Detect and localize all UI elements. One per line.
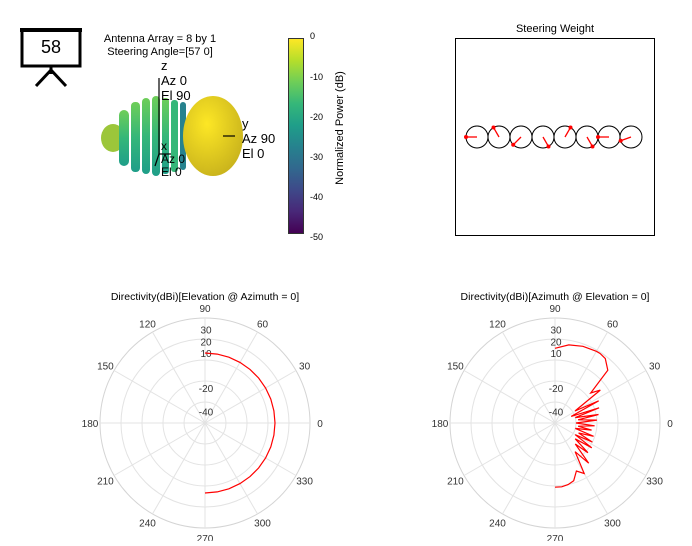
- polar-spoke: [204, 422, 258, 515]
- colorbar-tick: -10: [310, 72, 324, 82]
- polar-elevation-title: Directivity(dBi)[Elevation @ Azimuth = 0…: [110, 291, 300, 303]
- polar-series-line: [204, 352, 276, 494]
- axis-x-el: El 0: [161, 165, 182, 179]
- axis-y-az: Az 90: [242, 131, 276, 146]
- polar-angle-label: 0: [317, 419, 323, 430]
- badge-number: 58: [40, 36, 62, 57]
- axis-x-letter: x: [161, 139, 167, 153]
- polar-angle-label: 210: [97, 477, 114, 488]
- colorbar-label: Normalized Power (dB): [334, 71, 346, 185]
- polar-angle-label: 60: [607, 319, 619, 330]
- axis-y-label: y Az 90 El 0: [242, 116, 275, 161]
- polar-angle-label: 210: [447, 477, 464, 488]
- array-info: Antenna Array = 8 by 1 Steering Angle=[5…: [95, 33, 225, 59]
- pattern-sidelobe: [142, 98, 150, 174]
- polar-angle-label: 0: [667, 419, 673, 430]
- polar-spoke: [463, 370, 556, 424]
- polar-radius-label: 30: [200, 326, 212, 337]
- polar-angle-label: 30: [299, 362, 311, 373]
- weight-arrow-head: [568, 125, 573, 130]
- axis-z-letter: z: [161, 58, 168, 73]
- polar-radius-label: -40: [549, 407, 564, 418]
- polar-angle-label: 270: [547, 534, 564, 541]
- polar-radius-label: 30: [550, 326, 562, 337]
- colorbar-tick: -30: [310, 152, 324, 162]
- polar-radius-label: 10: [200, 349, 212, 360]
- polar-angle-label: 300: [604, 519, 621, 530]
- polar-radius-label: -20: [549, 384, 564, 395]
- pattern-3d: [101, 78, 243, 176]
- polar-spoke: [113, 370, 206, 424]
- polar-angle-label: 120: [489, 319, 506, 330]
- weight-arrow-head: [596, 135, 600, 139]
- pattern-sidelobe: [171, 100, 178, 172]
- weight-arrow-head: [491, 125, 496, 130]
- polar-angle-label: 120: [139, 319, 156, 330]
- colorbar-tick: -20: [310, 112, 324, 122]
- pattern-sidelobe: [162, 98, 169, 174]
- polar-angle-label: 240: [489, 519, 506, 530]
- polar-series-line: [554, 344, 609, 488]
- polar-angle-label: 330: [296, 477, 313, 488]
- polar-angle-label: 180: [432, 419, 449, 430]
- element-circle: [619, 125, 643, 149]
- axis-z-az: Az 0: [161, 73, 188, 88]
- polar-spoke: [152, 422, 206, 515]
- polar-angle-label: 150: [97, 362, 114, 373]
- polar-spoke: [554, 422, 647, 476]
- pattern-sidelobe: [119, 110, 129, 166]
- polar-spoke: [204, 370, 297, 424]
- polar-radius-label: -40: [199, 407, 214, 418]
- polar-spoke: [554, 370, 647, 424]
- polar-spoke: [204, 422, 297, 476]
- polar-spoke: [113, 422, 206, 476]
- polar-elevation-plot: 0306090120150180210240270300330302010-20…: [82, 305, 324, 541]
- polar-angle-label: 240: [139, 519, 156, 530]
- axis-x-az: Az 0: [161, 152, 186, 166]
- colorbar-tick: -40: [310, 192, 324, 202]
- pattern-sidelobe: [131, 102, 140, 172]
- weight-arrow-head: [546, 144, 551, 149]
- weight-arrow-head: [618, 138, 623, 143]
- colorbar: [288, 38, 304, 234]
- axis-x-label: x Az 0 El 0: [161, 140, 185, 179]
- axis-z-el: El 90: [161, 88, 191, 103]
- polar-spoke: [554, 331, 608, 424]
- polar-spoke: [502, 331, 556, 424]
- weight-arrow-head: [590, 144, 595, 149]
- pattern-mainlobe: [183, 96, 243, 176]
- polar-angle-label: 330: [646, 477, 663, 488]
- polar-spoke: [152, 331, 206, 424]
- polar-angle-label: 30: [649, 362, 661, 373]
- polar-angle-label: 90: [199, 305, 211, 315]
- polar-angle-label: 300: [254, 519, 271, 530]
- axis-y-letter: y: [242, 116, 249, 131]
- colorbar-tick: 0: [310, 31, 316, 41]
- presentation-board-icon: [20, 28, 82, 88]
- polar-spoke: [463, 422, 556, 476]
- polar-angle-label: 270: [197, 534, 214, 541]
- polar-angle-label: 150: [447, 362, 464, 373]
- weight-arrow-head: [464, 135, 468, 139]
- polar-azimuth-plot: 0306090120150180210240270300330302010-20…: [432, 305, 674, 541]
- polar-angle-label: 60: [257, 319, 269, 330]
- axis-z-label: z Az 0 El 90: [161, 58, 191, 103]
- polar-spoke: [554, 422, 608, 515]
- weight-arrow-head: [511, 142, 516, 147]
- axis-y-el: El 0: [242, 146, 265, 161]
- steering-title: Steering Weight: [515, 23, 595, 35]
- polar-radius-label: 20: [550, 337, 562, 348]
- polar-azimuth-title: Directivity(dBi)[Azimuth @ Elevation = 0…: [460, 291, 650, 303]
- steering-angle-label: Steering Angle=[57 0]: [107, 46, 213, 58]
- colorbar-tick: -50: [310, 232, 324, 242]
- polar-spoke: [502, 422, 556, 515]
- polar-angle-label: 180: [82, 419, 99, 430]
- array-size-label: Antenna Array = 8 by 1: [103, 33, 217, 45]
- polar-spoke: [204, 331, 258, 424]
- polar-radius-label: 20: [200, 337, 212, 348]
- polar-radius-label: 10: [550, 349, 562, 360]
- steering-weight-plot: [455, 38, 655, 236]
- polar-radius-label: -20: [199, 384, 214, 395]
- polar-angle-label: 90: [549, 305, 561, 315]
